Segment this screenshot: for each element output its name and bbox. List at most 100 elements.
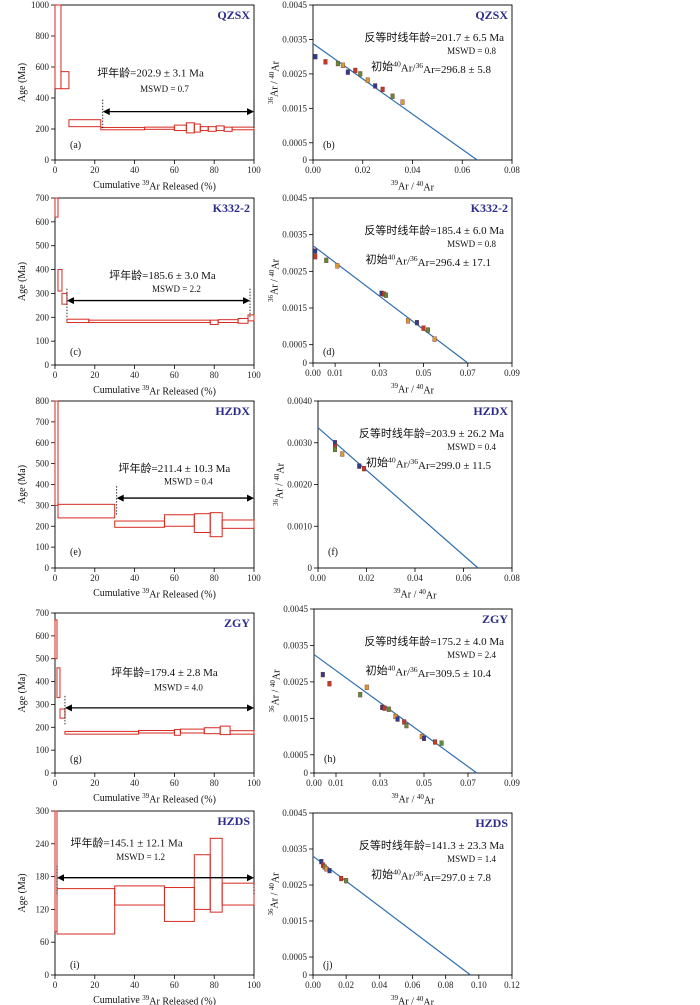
right-frame-9	[312, 812, 513, 976]
y-tick-label: 400	[36, 265, 50, 275]
isochron-mswd-text: MSWD = 0.8	[447, 239, 496, 249]
data-point	[313, 254, 318, 260]
plateau-mswd-text: MSWD = 4.0	[154, 683, 203, 693]
y-tick-label: 0.0035	[282, 844, 307, 854]
left-frame-2	[54, 197, 255, 366]
x-tick-label: 0.08	[504, 165, 520, 175]
x-tick-label: 0.00	[305, 368, 321, 378]
x-tick-label: 0.07	[460, 778, 476, 788]
data-point	[313, 248, 318, 254]
age-step-box	[138, 729, 175, 734]
x-tick-label: 0	[53, 165, 58, 175]
y-tick-label: 600	[36, 217, 50, 227]
panel-a: 0 20 40 60 80 10002004006008001000Cumulative …	[17, 0, 261, 192]
age-step-box	[144, 126, 175, 130]
left-frame-4	[54, 400, 255, 569]
y-tick-label: 500	[36, 459, 50, 469]
x-tick-label: 0.06	[456, 573, 472, 583]
y-tick-label: 700	[36, 193, 50, 203]
isochron-age-text: 反等时线年龄=175.2 ± 4.0 Ma	[364, 634, 504, 648]
x-tick-label: 80	[210, 165, 220, 175]
x-tick-label: 0.02	[359, 573, 375, 583]
plateau-arrowhead-left	[64, 704, 72, 712]
y-tick-label: 120	[36, 904, 50, 914]
y-tick-label: 0	[45, 768, 50, 778]
y-tick-label: 700	[36, 608, 50, 618]
y-tick-label: 0.0045	[282, 808, 307, 818]
panel-label: (h)	[324, 754, 336, 765]
y-tick-label: 0.0025	[282, 880, 307, 890]
isochron-mswd-text: MSWD = 1.4	[447, 854, 496, 864]
panel-label: (a)	[70, 140, 81, 151]
right-frame-5	[317, 400, 513, 569]
age-step-box	[223, 126, 233, 132]
x-tick-label: 0.05	[416, 368, 432, 378]
y-axis-label: Age (Ma)	[17, 873, 28, 912]
initial-ratio-text: 初始40​Ar/36​Ar=296.4 ± 17.1	[366, 252, 491, 269]
y-tick-label: 300	[36, 288, 50, 298]
panel-d: 0.00 0.01 0.03 0.05 0.07 0.09 0 0.0005 0.0015 0.0…	[267, 193, 521, 397]
panel-c: 0 20 40 60 80 100 0 100 200 300 400 500 600 700 Cumula…	[17, 193, 261, 397]
x-tick-label: 60	[170, 165, 180, 175]
plateau-age-text: 坪年龄=211.4 ± 10.3 Ma	[119, 461, 231, 475]
panel-h: 0.00 0.01 0.03 0.05 0.07 0.09 0 0.0005 0.0015 0.0…	[268, 604, 521, 807]
age-step-box	[221, 519, 255, 529]
age-step-box	[221, 882, 255, 906]
y-tick-label: 400	[36, 677, 50, 687]
x-tick-label: 40	[130, 778, 140, 788]
x-tick-label: 0.08	[438, 980, 454, 990]
y-tick-label: 0.0015	[282, 916, 307, 926]
y-tick-label: 600	[36, 62, 50, 72]
plateau-arrowhead-left	[66, 297, 74, 305]
initial-ratio-text: 初始40​Ar/36​Ar=309.5 ± 10.4	[366, 663, 492, 680]
x-axis-label: Cumulative 39​Ar Released (%)	[93, 384, 216, 398]
plateau-arrowhead-left	[116, 494, 124, 502]
panel-label: (b)	[323, 140, 335, 151]
y-tick-label: 500	[36, 241, 50, 251]
y-tick-label: 240	[36, 839, 50, 849]
y-tick-label: 600	[36, 438, 50, 448]
y-tick-label: 200	[36, 312, 50, 322]
age-step-box	[61, 292, 68, 305]
plateau-mswd-text: MSWD = 0.4	[164, 477, 213, 487]
panel-i: 0 20 40 60 80 100 0 60 120 180 240 300 Cumulative 39…	[17, 806, 261, 1005]
age-step-box	[247, 314, 255, 322]
age-step-box	[64, 730, 140, 735]
isochron-mswd-text: MSWD = 0.8	[447, 46, 496, 56]
data-point	[353, 67, 358, 74]
y-tick-label: 800	[36, 396, 50, 406]
panel-label: (f)	[328, 547, 338, 558]
x-tick-label: 0.06	[405, 980, 421, 990]
age-step-box	[56, 888, 116, 935]
sample-label: HZDS	[475, 816, 508, 830]
y-tick-label: 200	[36, 124, 50, 134]
y-tick-label: 200	[36, 521, 50, 531]
y-axis-label: Age (Ma)	[17, 63, 28, 102]
panel-b: 0.00 0.02 0.04 0.06 0.08 0 0.0005 0.0015 0.0025 0…	[267, 0, 521, 194]
panel-f: 0.00 0.02 0.04 0.06 0.08 0 0.0010 0.0020 0.0030 0…	[272, 396, 521, 602]
y-tick-label: 0.0015	[283, 713, 308, 723]
y-tick-label: 400	[36, 93, 50, 103]
isochron-fit-line	[313, 654, 478, 774]
data-point	[400, 99, 405, 105]
data-point	[364, 684, 369, 690]
x-tick-label: 0.01	[328, 778, 344, 788]
panel-label: (e)	[70, 547, 81, 558]
data-point	[327, 681, 332, 687]
x-tick-label: 0.03	[371, 368, 387, 378]
x-tick-label: 0.06	[454, 165, 470, 175]
y-tick-label: 800	[36, 31, 50, 41]
y-axis-label: 36​Ar / 40​Ar	[267, 60, 282, 104]
data-point	[386, 706, 391, 712]
age-step-box	[229, 730, 255, 735]
plateau-mswd-text: MSWD = 1.2	[116, 852, 165, 862]
plateau-arrowhead-left	[56, 874, 64, 882]
sample-label: ZGY	[224, 616, 250, 630]
y-axis-label: 36​Ar / 40​Ar	[267, 872, 282, 916]
x-tick-label: 100	[247, 778, 261, 788]
y-tick-label: 0	[45, 360, 50, 370]
age-step-box	[66, 318, 90, 324]
x-axis-label: Cumulative 39​Ar Released (%)	[93, 587, 216, 601]
y-tick-label: 0	[45, 155, 50, 165]
y-axis-label: 36​Ar / 40​Ar	[267, 258, 282, 302]
